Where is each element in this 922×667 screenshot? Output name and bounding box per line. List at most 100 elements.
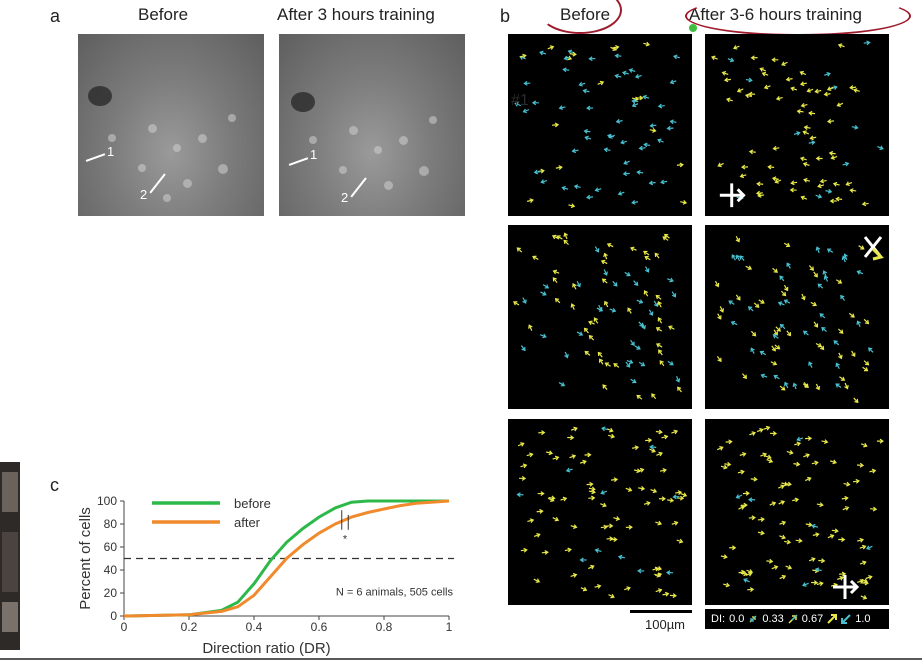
direction-arrow <box>576 331 584 336</box>
direction-arrow <box>671 291 677 298</box>
direction-arrow <box>522 297 527 304</box>
direction-arrow <box>774 179 782 184</box>
direction-arrow <box>819 344 825 351</box>
direction-arrow <box>665 570 674 576</box>
direction-arrow <box>793 461 801 467</box>
direction-arrow <box>541 550 549 555</box>
direction-arrow <box>786 450 794 455</box>
direction-arrow <box>571 426 578 432</box>
direction-arrow <box>806 88 814 93</box>
direction-arrow <box>824 71 831 77</box>
direction-arrow <box>811 523 819 529</box>
direction-arrow <box>802 582 809 587</box>
direction-arrow <box>827 534 835 539</box>
direction-arrow <box>781 61 788 66</box>
direction-arrow <box>669 119 677 125</box>
direction-arrow <box>638 145 646 151</box>
direction-arrow <box>750 476 758 482</box>
direction-arrow <box>627 307 632 314</box>
direction-arrow <box>667 497 675 503</box>
field-3-after <box>705 419 889 605</box>
field-3-before <box>508 419 692 605</box>
direction-arrow <box>571 148 579 154</box>
direction-arrow <box>621 70 629 76</box>
stimulus-direction-icon <box>833 575 860 599</box>
direction-arrow <box>856 579 864 584</box>
direction-arrow <box>659 360 665 367</box>
direction-arrow <box>662 236 669 241</box>
direction-arrow <box>539 50 547 56</box>
direction-arrow <box>636 95 644 101</box>
direction-arrow <box>653 300 659 307</box>
direction-arrow <box>546 450 554 456</box>
direction-arrow <box>643 41 651 47</box>
direction-arrow <box>603 269 608 276</box>
direction-arrow <box>868 347 874 353</box>
cell-label-1: 1 <box>107 144 115 159</box>
direction-arrow <box>593 317 599 324</box>
direction-arrow <box>680 200 688 205</box>
y-tick-label: 100 <box>97 494 117 508</box>
direction-arrow <box>633 280 639 286</box>
direction-arrow <box>757 517 765 522</box>
direction-arrow <box>586 481 594 487</box>
direction-arrow <box>657 300 662 308</box>
direction-arrow <box>562 67 570 73</box>
direction-arrow <box>796 109 804 114</box>
direction-arrow <box>840 294 845 301</box>
di-legend-value-1: 0.33 <box>762 613 784 625</box>
y-tick-label: 60 <box>104 540 118 554</box>
direction-arrow <box>596 307 604 312</box>
direction-arrow <box>739 452 747 457</box>
direction-arrow <box>645 437 653 443</box>
direction-arrow <box>783 284 789 292</box>
direction-arrow <box>811 580 819 586</box>
series-line-after <box>123 499 450 618</box>
direction-arrow <box>771 176 779 182</box>
direction-arrow <box>726 97 733 103</box>
direction-arrow <box>830 459 837 465</box>
direction-arrow <box>757 530 765 536</box>
direction-arrow <box>858 245 865 250</box>
di-legend-value-2: 0.67 <box>801 613 824 625</box>
cursor-dot <box>689 24 697 32</box>
direction-arrow <box>660 179 668 185</box>
direction-arrow <box>648 180 656 186</box>
direction-arrow <box>613 363 620 368</box>
direction-arrow <box>522 108 530 114</box>
direction-arrow <box>721 71 729 76</box>
direction-arrow <box>790 180 798 186</box>
direction-arrow <box>848 312 855 318</box>
direction-arrow <box>607 133 614 139</box>
direction-arrow <box>637 467 645 473</box>
direction-arrow <box>552 516 560 522</box>
direction-arrow <box>859 560 867 566</box>
direction-arrow <box>528 324 533 331</box>
direction-arrow <box>631 199 639 205</box>
direction-arrow <box>597 351 603 358</box>
direction-arrow <box>519 53 527 59</box>
direction-arrow <box>586 105 594 111</box>
direction-arrow <box>611 477 619 483</box>
direction-arrow <box>779 520 787 526</box>
direction-arrow <box>748 497 756 503</box>
direction-arrow <box>603 252 608 260</box>
direction-arrow <box>729 545 737 551</box>
direction-arrow <box>588 486 596 492</box>
x-tick-label: 0.4 <box>246 620 263 634</box>
direction-arrow <box>657 317 663 324</box>
direction-arrow <box>610 537 618 542</box>
direction-arrow <box>800 195 808 201</box>
direction-arrow <box>767 164 775 170</box>
direction-arrow <box>644 255 651 261</box>
direction-arrow <box>609 307 617 313</box>
bottom-divider <box>0 658 922 660</box>
direction-arrow <box>569 454 577 459</box>
direction-arrow <box>758 299 765 304</box>
cell-label-1: 1 <box>310 147 318 162</box>
direction-arrow <box>862 366 869 372</box>
direction-arrow <box>822 270 828 277</box>
direction-arrow <box>808 110 816 116</box>
direction-arrow <box>771 565 779 570</box>
direction-arrow <box>711 55 718 61</box>
